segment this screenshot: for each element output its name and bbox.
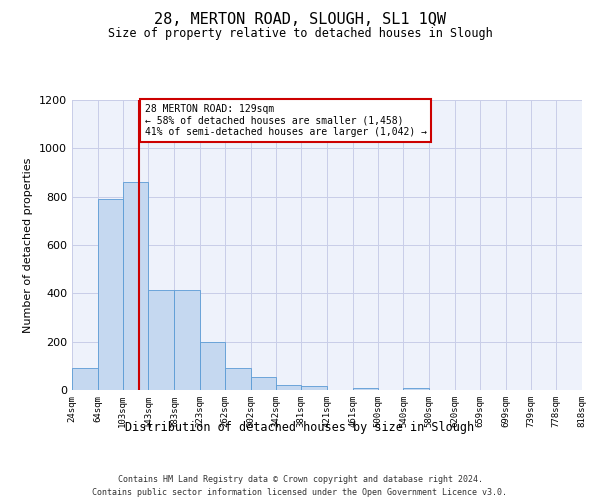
Bar: [72, 368, 98, 390]
Bar: [276, 385, 301, 390]
Bar: [251, 376, 276, 390]
Bar: [301, 386, 327, 390]
Bar: [98, 199, 123, 390]
Bar: [225, 368, 251, 390]
Text: 28, MERTON ROAD, SLOUGH, SL1 1QW: 28, MERTON ROAD, SLOUGH, SL1 1QW: [154, 12, 446, 28]
Text: Distribution of detached houses by size in Slough: Distribution of detached houses by size …: [125, 421, 475, 434]
Text: Contains public sector information licensed under the Open Government Licence v3: Contains public sector information licen…: [92, 488, 508, 497]
Y-axis label: Number of detached properties: Number of detached properties: [23, 158, 34, 332]
Bar: [174, 290, 200, 390]
Bar: [200, 342, 225, 390]
Bar: [148, 290, 174, 390]
Text: Size of property relative to detached houses in Slough: Size of property relative to detached ho…: [107, 28, 493, 40]
Bar: [403, 388, 429, 390]
Text: 28 MERTON ROAD: 129sqm
← 58% of detached houses are smaller (1,458)
41% of semi-: 28 MERTON ROAD: 129sqm ← 58% of detached…: [145, 104, 427, 137]
Text: Contains HM Land Registry data © Crown copyright and database right 2024.: Contains HM Land Registry data © Crown c…: [118, 476, 482, 484]
Bar: [353, 388, 378, 390]
Bar: [123, 182, 148, 390]
